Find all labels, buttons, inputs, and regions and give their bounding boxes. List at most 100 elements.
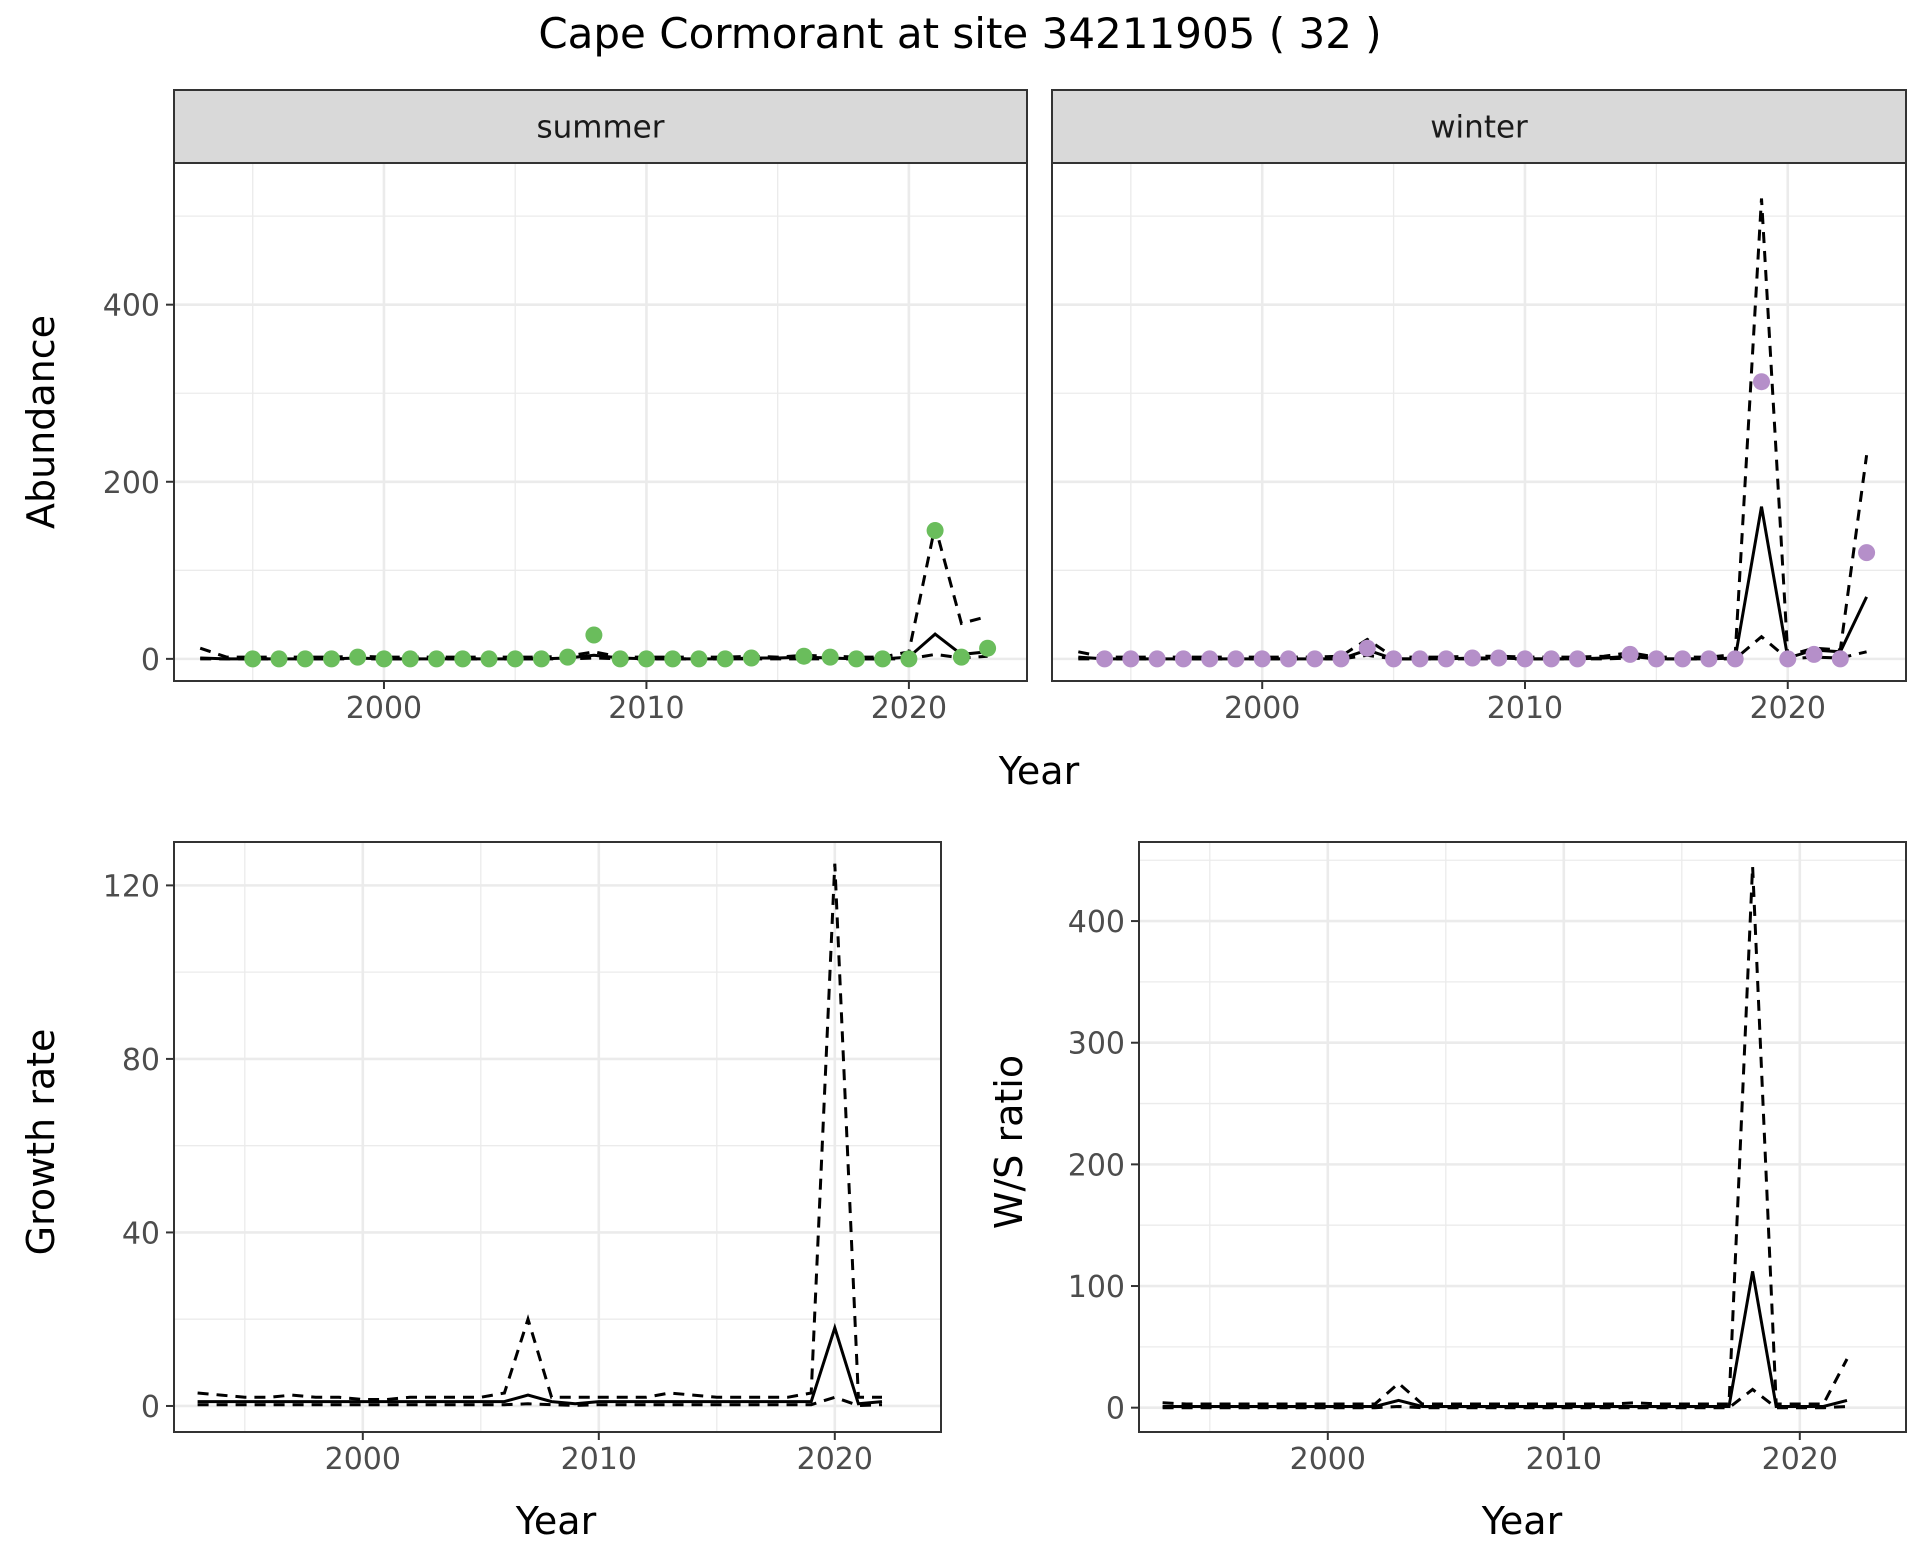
ratio-fitted-line (1162, 1271, 1848, 1408)
abundance-winter-observed-point (1542, 650, 1560, 668)
growth-x-axis-label: Year (515, 1499, 597, 1543)
ratio-plot-background (1139, 842, 1906, 1432)
ratio-y-tick-label: 100 (1068, 1270, 1125, 1305)
abundance-winter-observed-point (1201, 650, 1219, 668)
abundance-summer-observed-point (742, 649, 760, 667)
abundance-winter-observed-point (1253, 650, 1271, 668)
abundance-winter-observed-point (1306, 650, 1324, 668)
abundance-summer-observed-point (611, 650, 629, 668)
figure-title: Cape Cormorant at site 34211905 ( 32 ) (538, 9, 1381, 58)
abundance-summer-observed-point (795, 647, 813, 665)
abundance-winter-observed-point (1411, 650, 1429, 668)
abundance-summer-observed-point (480, 650, 498, 668)
growth-fitted-line (197, 1322, 883, 1406)
abundance-winter-observed-point (1227, 650, 1245, 668)
abundance-summer-y-tick-label: 0 (141, 643, 160, 678)
abundance-winter-observed-point (1779, 650, 1797, 668)
ratio-x-tick-label: 2010 (1526, 1442, 1602, 1477)
ratio-y-tick-label: 0 (1106, 1392, 1125, 1427)
abundance-summer-observed-point (454, 650, 472, 668)
growth-panel-border (173, 841, 942, 1433)
abundance-winter-observed-point (1280, 650, 1297, 668)
growth-y-tick-label: 80 (122, 1043, 160, 1078)
abundance-summer-y-tick-label: 400 (103, 289, 160, 324)
abundance-winter-observed-point (1437, 650, 1455, 668)
abundance-summer-observed-point (559, 648, 577, 666)
growth-y-tick-label: 40 (122, 1216, 160, 1251)
abundance-winter-x-tick-label: 2020 (1750, 691, 1826, 726)
abundance-winter-observed-point (1148, 650, 1166, 668)
abundance-summer-x-tick-label: 2020 (871, 691, 947, 726)
abundance-winter-observed-point (1726, 650, 1744, 668)
abundance-summer-observed-point (900, 650, 918, 668)
growth-x-tick-label: 2010 (561, 1442, 637, 1477)
abundance-summer-observed-point (506, 650, 524, 668)
abundance-summer-observed-point (428, 650, 445, 668)
abundance-summer-observed-point (349, 648, 367, 666)
abundance-summer-observed-point (952, 648, 970, 666)
ratio-y-tick-label: 400 (1068, 905, 1125, 940)
growth-lower-bound-line (197, 1395, 883, 1408)
abundance-summer-observed-point (375, 650, 393, 668)
ratio-x-tick-label: 2020 (1762, 1442, 1838, 1477)
ratio-panel-border (1138, 841, 1907, 1433)
abundance-winter-observed-point (1096, 650, 1114, 668)
abundance-winter-observed-point (1621, 645, 1639, 663)
ratio-y-axis-label: W/S ratio (987, 1055, 1031, 1229)
abundance-winter-strip-label: winter (1430, 110, 1528, 146)
growth-y-tick-label: 120 (103, 869, 160, 904)
abundance-winter-observed-point (1174, 650, 1192, 668)
abundance-summer-observed-point (821, 648, 839, 666)
abundance-summer-observed-point (847, 650, 865, 668)
abundance-summer-observed-point (926, 522, 944, 539)
abundance-summer-observed-point (401, 650, 419, 668)
abundance-summer-plot-background (174, 163, 1027, 681)
abundance-winter-observed-point (1490, 649, 1508, 667)
abundance-summer-observed-point (637, 650, 655, 668)
growth-y-tick-label: 0 (141, 1390, 160, 1425)
abundance-summer-observed-point (690, 650, 708, 668)
abundance-summer-observed-point (874, 650, 892, 668)
abundance-winter-observed-point (1831, 650, 1849, 668)
abundance-winter-observed-point (1332, 650, 1350, 668)
abundance-summer-strip-label: summer (536, 110, 664, 146)
ratio-x-axis-label: Year (1481, 1499, 1563, 1543)
growth-plot-background (174, 842, 941, 1432)
abundance-winter-observed-point (1674, 650, 1692, 668)
abundance-y-axis-label: Abundance (19, 315, 63, 529)
abundance-winter-observed-point (1805, 645, 1823, 663)
abundance-summer-panel: 2000 2010 2020 0 200 400 summer (103, 89, 1028, 726)
abundance-winter-strip (1051, 89, 1907, 164)
abundance-winter-observed-point (1647, 650, 1665, 668)
abundance-winter-observed-point (1858, 544, 1876, 562)
abundance-summer-x-tick-label: 2010 (608, 691, 684, 726)
abundance-x-axis-label: Year (998, 749, 1080, 793)
abundance-winter-observed-point (1358, 639, 1376, 657)
growth-x-tick-label: 2020 (797, 1442, 873, 1477)
ratio-x-tick-label: 2000 (1290, 1442, 1366, 1477)
ratio-y-tick-label: 200 (1068, 1148, 1125, 1183)
abundance-summer-observed-point (532, 650, 550, 668)
ws-ratio-panel: 2000 2010 2020 0 100 200 300 400 (1068, 841, 1907, 1477)
abundance-summer-observed-point (716, 650, 734, 668)
abundance-summer-observed-point (664, 650, 682, 668)
growth-y-axis-label: Growth rate (19, 1029, 63, 1256)
abundance-winter-observed-point (1516, 650, 1534, 668)
ratio-upper-bound-line (1162, 866, 1849, 1406)
abundance-winter-plot-background (1052, 163, 1906, 681)
growth-upper-bound-line (197, 863, 882, 1401)
abundance-summer-observed-point (244, 650, 262, 668)
abundance-summer-observed-point (270, 650, 288, 668)
abundance-summer-observed-point (979, 639, 997, 657)
abundance-summer-observed-point (296, 650, 314, 668)
abundance-summer-x-tick-label: 2000 (346, 691, 422, 726)
abundance-winter-observed-point (1463, 649, 1481, 667)
ratio-y-tick-label: 300 (1068, 1027, 1125, 1062)
abundance-winter-observed-point (1753, 373, 1770, 391)
growth-rate-panel: 2000 2010 2020 0 40 80 120 (103, 841, 942, 1477)
abundance-winter-observed-point (1385, 650, 1403, 668)
abundance-winter-x-tick-label: 2010 (1487, 691, 1563, 726)
abundance-winter-observed-point (1700, 650, 1718, 668)
abundance-summer-observed-point (585, 626, 603, 644)
